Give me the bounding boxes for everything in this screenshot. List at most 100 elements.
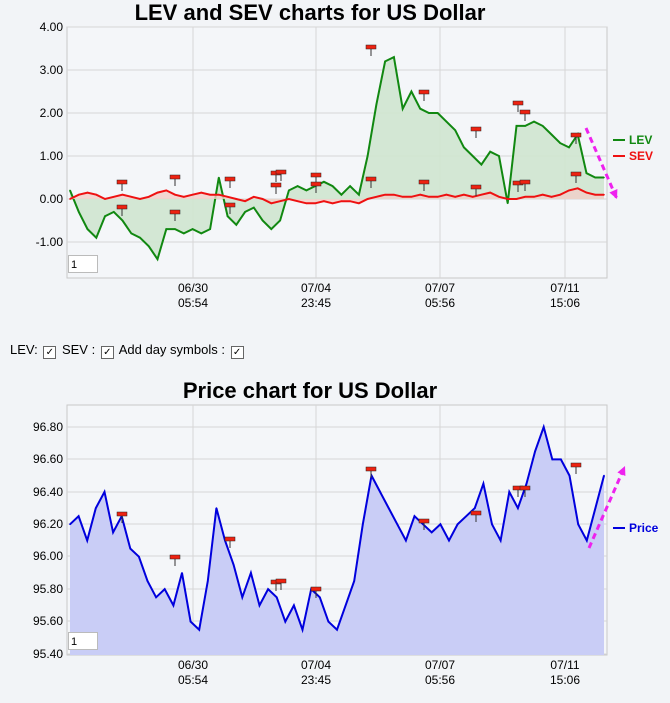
lev-point [331, 185, 334, 187]
legend-sev-label: SEV [629, 149, 653, 163]
plot2-xtick-time: 15:06 [550, 673, 580, 687]
plot2-ytick-label: 96.00 [33, 549, 63, 563]
price-point [232, 564, 235, 566]
sev-point [156, 191, 159, 194]
plot2-ytick-label: 96.80 [33, 420, 63, 434]
plot2-xtick-date: 07/11 [550, 658, 579, 672]
plot1-ytick-label: -1.00 [36, 235, 64, 249]
price-point [129, 547, 132, 550]
price-point [258, 604, 261, 607]
lev-point [148, 245, 150, 248]
sev-point [340, 200, 343, 202]
day-symbol-flag [270, 182, 282, 188]
price-point [155, 596, 157, 599]
lev-point [113, 211, 115, 213]
lev-point [559, 142, 561, 144]
lev-point [375, 103, 378, 106]
day-symbol-flag [570, 132, 582, 138]
lev-point [393, 56, 395, 58]
lev-point [603, 176, 605, 179]
lev-point [471, 155, 474, 157]
price-point [284, 620, 287, 623]
day-symbol-flag [169, 174, 181, 180]
plot1-xtick-date: 07/11 [550, 281, 579, 295]
chart1-zoom-input[interactable]: 1 [68, 255, 98, 273]
price-point [465, 515, 468, 517]
plot2-xtick-time: 05:54 [178, 673, 208, 687]
lev-point [515, 125, 518, 127]
price-point [482, 482, 485, 485]
day-symbol-flag [418, 89, 430, 95]
day-symbol-flag [365, 176, 377, 182]
lev-point [288, 189, 290, 192]
price-point [207, 580, 209, 582]
sev-checkbox[interactable]: ✓ [100, 346, 114, 359]
day-symbol-flag [470, 126, 482, 132]
lev-point [454, 129, 457, 131]
price-point [448, 539, 450, 542]
lev-point [270, 228, 273, 230]
lev-point [594, 176, 596, 179]
day-symbol-flag [519, 485, 531, 491]
plot2-ytick-label: 96.20 [33, 517, 63, 531]
lev-point [498, 155, 500, 157]
lev-point [524, 125, 526, 127]
day-symbol-flag [224, 536, 236, 542]
lev-point [130, 232, 133, 235]
price-point [77, 515, 80, 517]
lev-point [279, 219, 281, 222]
lev-point [340, 193, 343, 196]
day-symbols-checkbox[interactable]: ✓ [230, 346, 244, 359]
sev-point [244, 200, 246, 202]
price-point [69, 523, 71, 526]
price-point [95, 507, 97, 509]
lev-point [104, 215, 106, 217]
day-symbol-flag [365, 44, 377, 50]
lev-point [445, 120, 448, 123]
lev-point [463, 146, 465, 149]
price-point [86, 539, 88, 542]
price-point [603, 474, 605, 477]
price-point [138, 555, 140, 558]
lev-point [506, 202, 509, 205]
sev-point [191, 193, 194, 196]
sev-point [95, 193, 98, 196]
lev-point [401, 107, 404, 110]
price-trend-arrow-head [617, 466, 626, 476]
plot1-xtick-time: 23:45 [301, 296, 331, 310]
lev-point [568, 146, 570, 149]
price-point [336, 628, 338, 631]
sev-point [585, 191, 588, 194]
plot2-ytick-label: 96.40 [33, 485, 63, 499]
plot2-ytick-label: 95.40 [33, 647, 63, 661]
sev-point [323, 200, 325, 202]
sev-point [498, 196, 500, 198]
day-symbol-flag [470, 510, 482, 516]
chart2-title: Price chart for US Dollar [182, 378, 438, 403]
lev-point [410, 90, 413, 93]
sev-point [559, 193, 561, 196]
lev-point [480, 163, 483, 166]
plot2-ytick-label: 95.80 [33, 582, 63, 596]
chart2-zoom-input[interactable]: 1 [68, 632, 98, 650]
price-point [344, 604, 347, 607]
day-symbol-flag [310, 181, 322, 187]
lev-point [419, 107, 422, 110]
plot1-xtick-date: 07/04 [301, 281, 331, 295]
lev-checkbox[interactable]: ✓ [43, 346, 57, 359]
plot1-xtick-time: 15:06 [550, 296, 580, 310]
sev-point [454, 196, 457, 198]
sev-point [428, 196, 430, 198]
lev-point [174, 228, 176, 230]
sev-point [550, 196, 553, 198]
lev-label: LEV: [10, 342, 38, 357]
price-point [413, 515, 416, 517]
price-point [586, 539, 588, 542]
sev-point [78, 193, 80, 196]
lev-point [86, 228, 89, 230]
sev-point [568, 189, 570, 192]
plot2-ytick-label: 96.60 [33, 452, 63, 466]
price-point [542, 426, 545, 428]
lev-point [366, 155, 369, 157]
